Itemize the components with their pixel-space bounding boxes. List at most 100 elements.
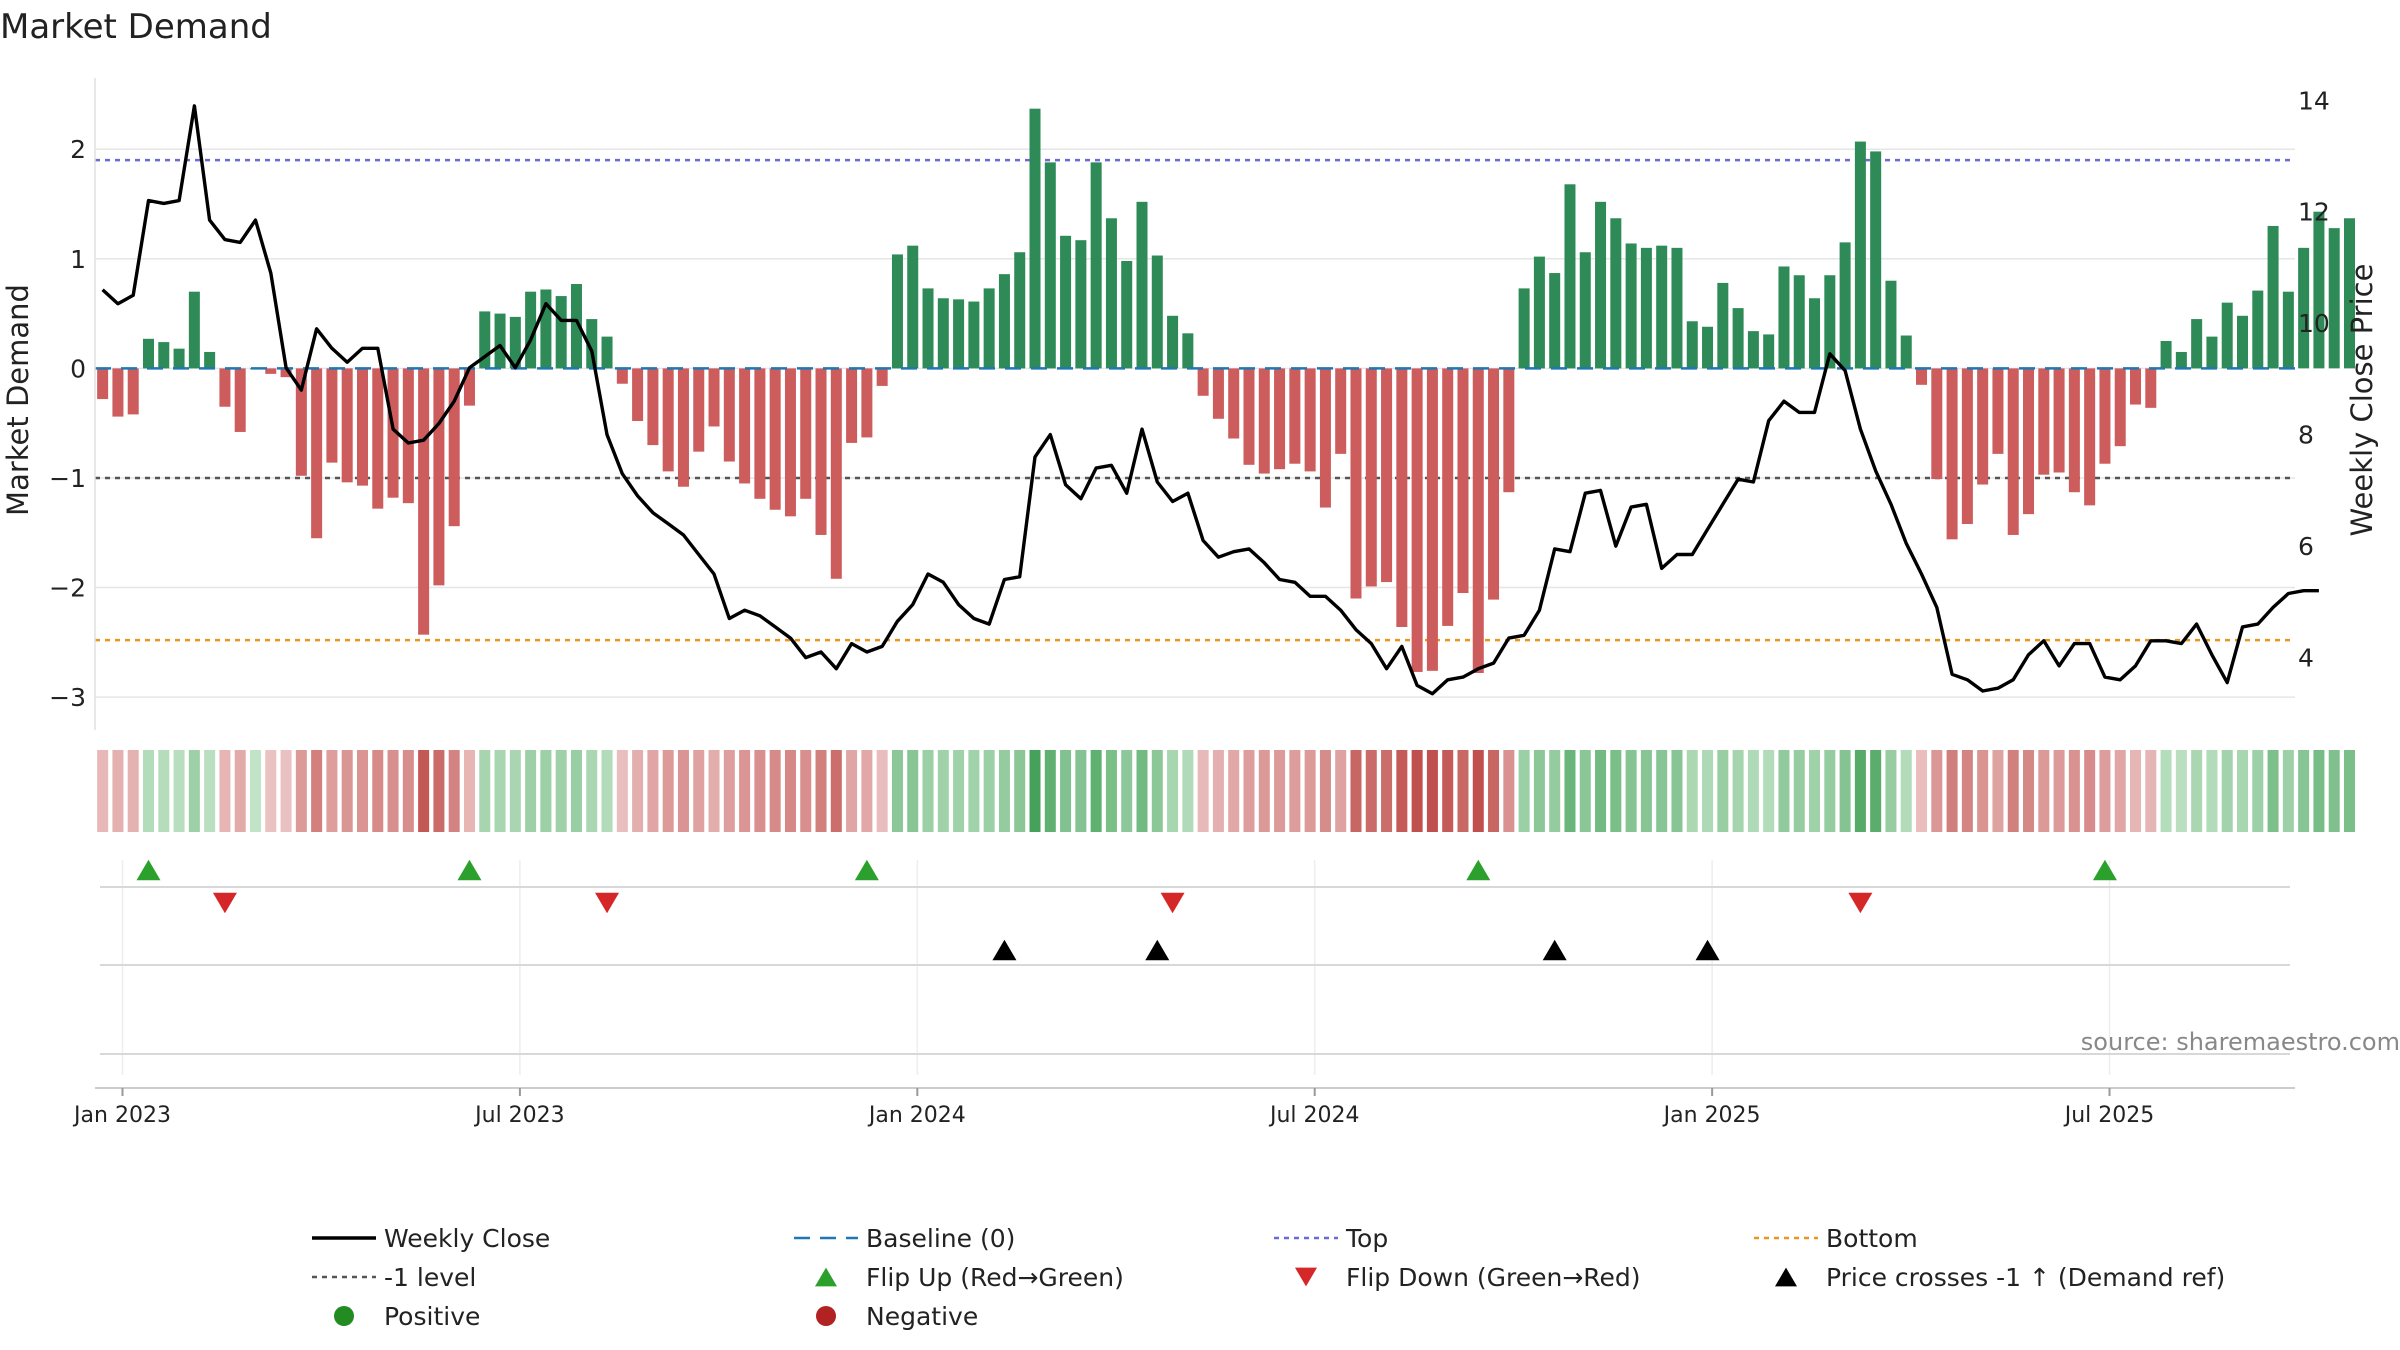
demand-bar-negative [387,368,399,498]
price-cross-marker [1145,939,1170,961]
strip-cell [876,750,888,832]
demand-bar-positive [2237,315,2249,369]
demand-bar-positive [2282,291,2294,369]
demand-bar-negative [647,368,659,446]
demand-bar-positive [204,351,216,369]
strip-cell [1549,750,1561,832]
strip-cell [1640,750,1652,832]
strip-cell [616,750,628,832]
strip-cell [570,750,582,832]
demand-bar-positive [555,296,567,369]
y2-tick-label: 14 [2298,86,2330,115]
demand-bar-positive [953,299,965,369]
demand-bar-positive [1105,218,1117,369]
demand-bar-positive [1075,240,1087,369]
demand-bar-negative [2053,368,2065,473]
strip-cell [1121,750,1133,832]
demand-bar-negative [219,368,231,407]
demand-bar-negative [723,368,735,462]
demand-bar-positive [983,288,995,369]
strip-cell [280,750,292,832]
y2-tick-label: 6 [2298,532,2314,561]
legend: Weekly Close Baseline (0) Top Bottom -1 leve… [312,1224,2225,1331]
demand-bar-negative [846,368,858,443]
strip-cell [1747,750,1759,832]
demand-bar-negative [341,368,353,483]
strip-cell [1182,750,1194,832]
chart-title: Market Demand [0,7,272,47]
demand-bar-negative [1503,368,1515,493]
demand-bar-positive [998,274,1010,369]
demand-bar-negative [2084,368,2096,506]
demand-bar-positive [2160,340,2172,369]
demand-bar-negative [372,368,384,509]
strip-cell [173,750,185,832]
demand-bar-negative [1992,368,2004,454]
demand-bar-negative [265,368,277,374]
y2-axis-label: Weekly Close Price [2345,264,2379,537]
legend-item-flip-up: Flip Up (Red→Green) [815,1263,1124,1292]
strip-cell [1350,750,1362,832]
demand-bar-negative [1304,368,1316,472]
strip-cell [1717,750,1729,832]
strip-cell [739,750,751,832]
strip-cell [2007,750,2019,832]
strip-cell [219,750,231,832]
flip-up-marker [854,859,879,881]
strip-cell [1167,750,1179,832]
strip-cell [2298,750,2310,832]
strip-cell [234,750,246,832]
y-tick-label: 2 [70,135,86,164]
strip-cell [1931,750,1943,832]
demand-bar-negative [97,368,109,400]
demand-bar-negative [1289,368,1301,464]
event-markers [100,859,2290,1055]
strip-cell [1197,750,1209,832]
strip-cell [800,750,812,832]
strip-cell [1992,750,2004,832]
demand-bar-negative [112,368,124,417]
strip-cell [1396,750,1408,832]
demand-bar-positive [2298,247,2310,369]
legend-item-top: Top [1274,1224,1388,1253]
strip-cell [387,750,399,832]
demand-bar-positive [188,291,200,369]
demand-bar-positive [142,338,154,369]
demand-bar-positive [494,313,506,369]
strip-cell [2252,750,2264,832]
demand-bar-positive [1533,256,1545,369]
y-axis-label: Market Demand [1,284,35,516]
strip-cell [372,750,384,832]
strip-cell [494,750,506,832]
demand-bar-negative [433,368,445,586]
demand-bar-positive [1900,335,1912,369]
demand-bar-negative [769,368,781,510]
strip-cell [112,750,124,832]
strip-cell [2313,750,2325,832]
strip-cell [2282,750,2294,832]
y-tick-label: −1 [49,464,86,493]
strip-cell [1793,750,1805,832]
strip-cell [922,750,934,832]
legend-item-baseline: Baseline (0) [794,1224,1015,1253]
demand-bar-negative [1426,368,1438,671]
demand-bar-negative [448,368,460,527]
strip-cell [586,750,598,832]
legend-label: Baseline (0) [866,1224,1015,1253]
strip-cell [1243,750,1255,832]
strip-cell [769,750,781,832]
strip-cell [784,750,796,832]
x-tick-label: Jul 2023 [473,1103,565,1128]
demand-bar-negative [280,368,292,378]
demand-bar-negative [830,368,842,579]
demand-bar-negative [1197,368,1209,396]
demand-bar-positive [1090,162,1102,369]
demand-bar-positive [1564,184,1576,369]
strip-cell [2068,750,2080,832]
demand-bar-positive [1809,298,1821,369]
strip-cell [662,750,674,832]
strip-cell [2175,750,2187,832]
demand-bar-negative [1488,368,1500,600]
